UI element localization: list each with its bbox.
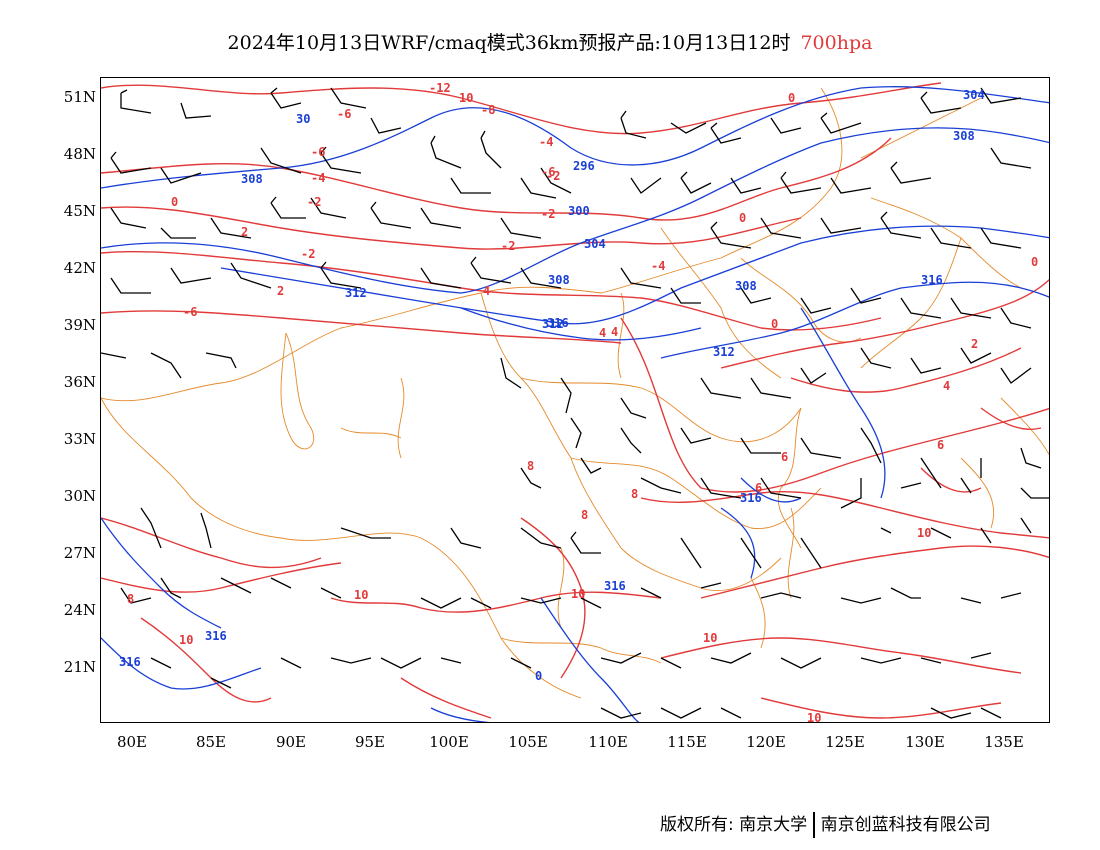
footer-company: 南京创蓝科技有限公司 xyxy=(820,815,991,835)
contour-label: -2 xyxy=(541,207,555,221)
contour-label: -6 xyxy=(311,145,325,159)
title-main: 2024年10月13日WRF/cmaq模式36km预报产品:10月13日12时 xyxy=(227,32,791,54)
contour-label: -8 xyxy=(481,103,495,117)
contour-label: -2 xyxy=(301,247,315,261)
map-frame: -12 10 -8 -6 -4 -6 0 -4 -6 -2 0 -2 -2 0 -2 2 -4 -2 0 2 4 4 -6 4… xyxy=(100,77,1050,723)
contour-label: -12 xyxy=(429,81,451,95)
contour-label: 30 xyxy=(296,112,310,126)
contour-label: 0 xyxy=(171,195,178,209)
lon-label: 130E xyxy=(905,733,945,751)
contour-label: 0 xyxy=(535,669,542,683)
contour-label: -6 xyxy=(541,165,555,179)
contour-label: 10 xyxy=(703,631,717,645)
contour-label: -2 xyxy=(546,169,560,183)
lat-label: 36N xyxy=(63,373,96,391)
contour-label: 316 xyxy=(740,491,762,505)
contour-label: 308 xyxy=(548,273,570,287)
lat-label: 51N xyxy=(63,88,96,106)
lat-label: 24N xyxy=(63,601,96,619)
boundary-lines xyxy=(101,87,1049,699)
contour-label: 4 xyxy=(599,326,606,340)
contour-label: 8 xyxy=(527,459,534,473)
contour-label: 312 xyxy=(345,286,367,300)
contour-label: 0 xyxy=(1031,255,1038,269)
contour-label: 8 xyxy=(581,508,588,522)
lat-label: 45N xyxy=(63,202,96,220)
contour-label: 304 xyxy=(963,88,985,102)
contour-label: 10 xyxy=(571,587,585,601)
contour-label: 300 xyxy=(568,204,590,218)
contour-label: 316 xyxy=(604,579,626,593)
contour-label: 296 xyxy=(573,159,595,173)
contour-label: 0 xyxy=(739,211,746,225)
lon-label: 90E xyxy=(275,733,307,751)
contour-label: 8 xyxy=(631,487,638,501)
wind-barbs xyxy=(101,87,1049,719)
contour-label: 308 xyxy=(735,279,757,293)
footer: 版权所有: 南京大学 南京创蓝科技有限公司 xyxy=(660,810,991,838)
contour-label: 2 xyxy=(971,337,978,351)
contour-label: -4 xyxy=(651,259,665,273)
contour-label: 2 xyxy=(277,284,284,298)
contour-label: 312 xyxy=(713,345,735,359)
contour-label: 6 xyxy=(937,438,944,452)
contour-label: 316 xyxy=(921,273,943,287)
contour-label: 10 xyxy=(807,711,821,723)
contour-label: 304 xyxy=(584,237,606,251)
lat-label: 21N xyxy=(63,658,96,676)
contour-label: 308 xyxy=(241,172,263,186)
lat-label: 27N xyxy=(63,544,96,562)
lon-label: 100E xyxy=(429,733,469,751)
contour-label: 10 xyxy=(179,633,193,647)
lon-label: 110E xyxy=(588,733,628,751)
footer-separator xyxy=(813,812,815,838)
contour-label: 312 xyxy=(542,317,564,331)
contour-label: -4 xyxy=(311,171,325,185)
contour-label: -6 xyxy=(183,305,197,319)
lat-label: 42N xyxy=(63,259,96,277)
lon-label: 80E xyxy=(116,733,148,751)
title-level: 700hpa xyxy=(800,32,873,54)
contour-label: 6 xyxy=(781,450,788,464)
contour-label: 10 xyxy=(917,526,931,540)
lat-label: 30N xyxy=(63,487,96,505)
lon-label: 120E xyxy=(746,733,786,751)
contour-label: 0 xyxy=(788,91,795,105)
contour-label: 2 xyxy=(241,225,248,239)
height-contours xyxy=(101,86,1049,722)
contour-label: 10 xyxy=(354,588,368,602)
lon-label: 85E xyxy=(195,733,227,751)
lat-label: 39N xyxy=(63,316,96,334)
map-title: 2024年10月13日WRF/cmaq模式36km预报产品:10月13日12时 7… xyxy=(0,28,1100,55)
contour-label: 4 xyxy=(483,284,490,298)
contour-label: 4 xyxy=(943,379,950,393)
contour-label: 8 xyxy=(127,592,134,606)
contour-label: 316 xyxy=(205,629,227,643)
footer-copyright: 版权所有: 南京大学 xyxy=(660,815,808,835)
contour-label: 4 xyxy=(611,325,618,339)
lat-label: 48N xyxy=(63,145,96,163)
contour-label: 6 xyxy=(755,481,762,495)
contour-label: 10 xyxy=(459,91,473,105)
contour-label: -4 xyxy=(539,135,553,149)
contour-label: -2 xyxy=(501,239,515,253)
lon-label: 95E xyxy=(354,733,386,751)
lon-label: 115E xyxy=(667,733,707,751)
contour-label: -2 xyxy=(307,195,321,209)
contour-label: 308 xyxy=(953,129,975,143)
contour-label: 316 xyxy=(119,655,141,669)
lat-label: 33N xyxy=(63,430,96,448)
lon-label: 105E xyxy=(508,733,548,751)
lon-label: 135E xyxy=(984,733,1024,751)
lon-label: 125E xyxy=(825,733,865,751)
contour-label: 0 xyxy=(771,317,778,331)
contour-label: -6 xyxy=(337,107,351,121)
contour-label: 316 xyxy=(547,316,569,330)
